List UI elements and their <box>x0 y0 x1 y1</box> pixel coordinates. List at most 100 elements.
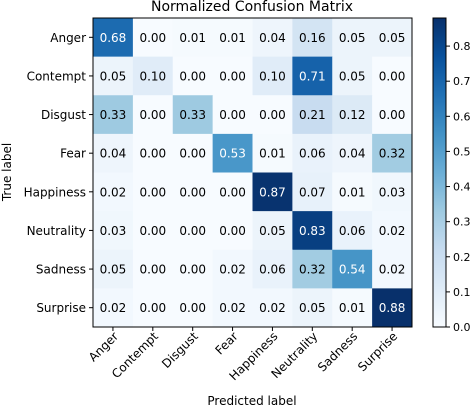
x-tick-label: Sadness <box>315 329 360 374</box>
heatmap-cell <box>172 249 214 289</box>
heatmap-cell <box>372 56 413 96</box>
cell-value-label: 0.12 <box>339 108 366 122</box>
x-tick-label: Disgust <box>159 329 201 371</box>
heatmap-cell <box>292 133 333 174</box>
heatmap-cell <box>212 288 254 328</box>
heatmap-cell <box>252 133 293 174</box>
heatmap-cell <box>93 172 134 212</box>
cell-value-label: 0.00 <box>179 185 206 199</box>
cell-value-label: 0.32 <box>379 147 406 161</box>
cell-value-label: 0.00 <box>179 224 206 238</box>
cell-value-label: 0.02 <box>259 301 286 315</box>
cell-value-label: 0.00 <box>139 301 166 315</box>
y-tick-label: Neutrality <box>27 224 86 238</box>
cell-value-label: 0.00 <box>139 147 166 161</box>
cell-value-label: 0.00 <box>179 263 206 277</box>
heatmap-cell <box>332 249 373 289</box>
cell-value-label: 0.05 <box>339 69 366 83</box>
cell-value-label: 0.03 <box>100 224 127 238</box>
cell-value-label: 0.02 <box>100 301 127 315</box>
cell-value-label: 0.54 <box>339 263 366 277</box>
heatmap-cell <box>332 95 373 135</box>
heatmap-cell <box>212 56 254 96</box>
cell-value-label: 0.00 <box>219 185 246 199</box>
cell-value-label: 0.04 <box>339 147 366 161</box>
heatmap-cell <box>172 211 214 251</box>
cell-value-label: 0.05 <box>339 31 366 45</box>
heatmap-cell <box>93 133 134 174</box>
heatmap-cell <box>132 249 174 289</box>
x-axis-label: Predicted label <box>207 394 296 408</box>
cell-value-label: 0.00 <box>219 224 246 238</box>
cell-value-label: 0.05 <box>100 263 127 277</box>
cell-value-label: 0.33 <box>179 108 206 122</box>
heatmap-cell <box>292 249 333 289</box>
heatmap-cell <box>372 172 413 212</box>
cell-value-label: 0.00 <box>139 31 166 45</box>
cell-value-label: 0.03 <box>379 185 406 199</box>
heatmap-cells: 0.68 0.00 0.01 0.01 0.04 0.16 0.05 0.05 0.05 0.10… <box>93 18 413 328</box>
heatmap-cell <box>172 288 214 328</box>
heatmap-cell <box>292 288 333 328</box>
y-tick-label: Anger <box>50 31 86 45</box>
cell-value-label: 0.06 <box>339 224 366 238</box>
cell-value-label: 0.01 <box>259 147 286 161</box>
x-tick-label: Anger <box>86 329 121 364</box>
heatmap-cell <box>252 249 293 289</box>
heatmap-cell <box>172 18 214 58</box>
cell-value-label: 0.00 <box>179 147 206 161</box>
heatmap-cell <box>212 18 254 58</box>
cell-value-label: 0.88 <box>379 301 406 315</box>
cell-value-label: 0.00 <box>139 224 166 238</box>
heatmap-cell <box>93 95 134 135</box>
cell-value-label: 0.00 <box>259 108 286 122</box>
heatmap-cell <box>372 95 413 135</box>
heatmap-cell <box>372 133 413 174</box>
heatmap-cell <box>292 172 333 212</box>
y-axis-ticks: Anger Contempt Disgust Fear Happiness Neutral… <box>24 31 93 315</box>
cell-value-label: 0.02 <box>219 263 246 277</box>
heatmap-cell <box>93 18 134 58</box>
heatmap-cell <box>132 18 174 58</box>
y-tick-label: Disgust <box>41 108 86 122</box>
heatmap-cell <box>212 95 254 135</box>
colorbar-tick-label: 0.3 <box>453 216 471 229</box>
colorbar-tick-label: 0.1 <box>453 286 471 299</box>
heatmap-cell <box>132 211 174 251</box>
heatmap-cell <box>332 56 373 96</box>
cell-value-label: 0.01 <box>219 31 246 45</box>
heatmap-cell <box>93 288 134 328</box>
heatmap-cell <box>212 211 254 251</box>
cell-value-label: 0.00 <box>379 108 406 122</box>
heatmap-cell <box>292 56 333 96</box>
chart-title: Normalized Confusion Matrix <box>151 0 353 15</box>
heatmap-cell <box>252 56 293 96</box>
cell-value-label: 0.06 <box>299 147 326 161</box>
cell-value-label: 0.00 <box>219 108 246 122</box>
cell-value-label: 0.00 <box>179 69 206 83</box>
heatmap-cell <box>292 95 333 135</box>
heatmap-cell <box>132 95 174 135</box>
cell-value-label: 0.00 <box>219 69 246 83</box>
cell-value-label: 0.87 <box>259 185 286 199</box>
heatmap-cell <box>93 56 134 96</box>
heatmap-cell <box>132 288 174 328</box>
x-tick-label: Surprise <box>355 329 400 374</box>
cell-value-label: 0.06 <box>259 263 286 277</box>
heatmap-cell <box>252 18 293 58</box>
cell-value-label: 0.33 <box>100 108 127 122</box>
cell-value-label: 0.04 <box>100 147 127 161</box>
heatmap-cell <box>332 211 373 251</box>
cell-value-label: 0.02 <box>379 224 406 238</box>
colorbar-tick-label: 0.8 <box>453 40 471 53</box>
cell-value-label: 0.83 <box>299 224 326 238</box>
cell-value-label: 0.05 <box>100 69 127 83</box>
y-axis-label: True label <box>0 143 14 202</box>
cell-value-label: 0.01 <box>339 301 366 315</box>
heatmap-cell <box>252 95 293 135</box>
cell-value-label: 0.00 <box>139 108 166 122</box>
cell-value-label: 0.04 <box>259 31 286 45</box>
heatmap-cell <box>372 249 413 289</box>
colorbar-tick-label: 0.6 <box>453 110 471 123</box>
